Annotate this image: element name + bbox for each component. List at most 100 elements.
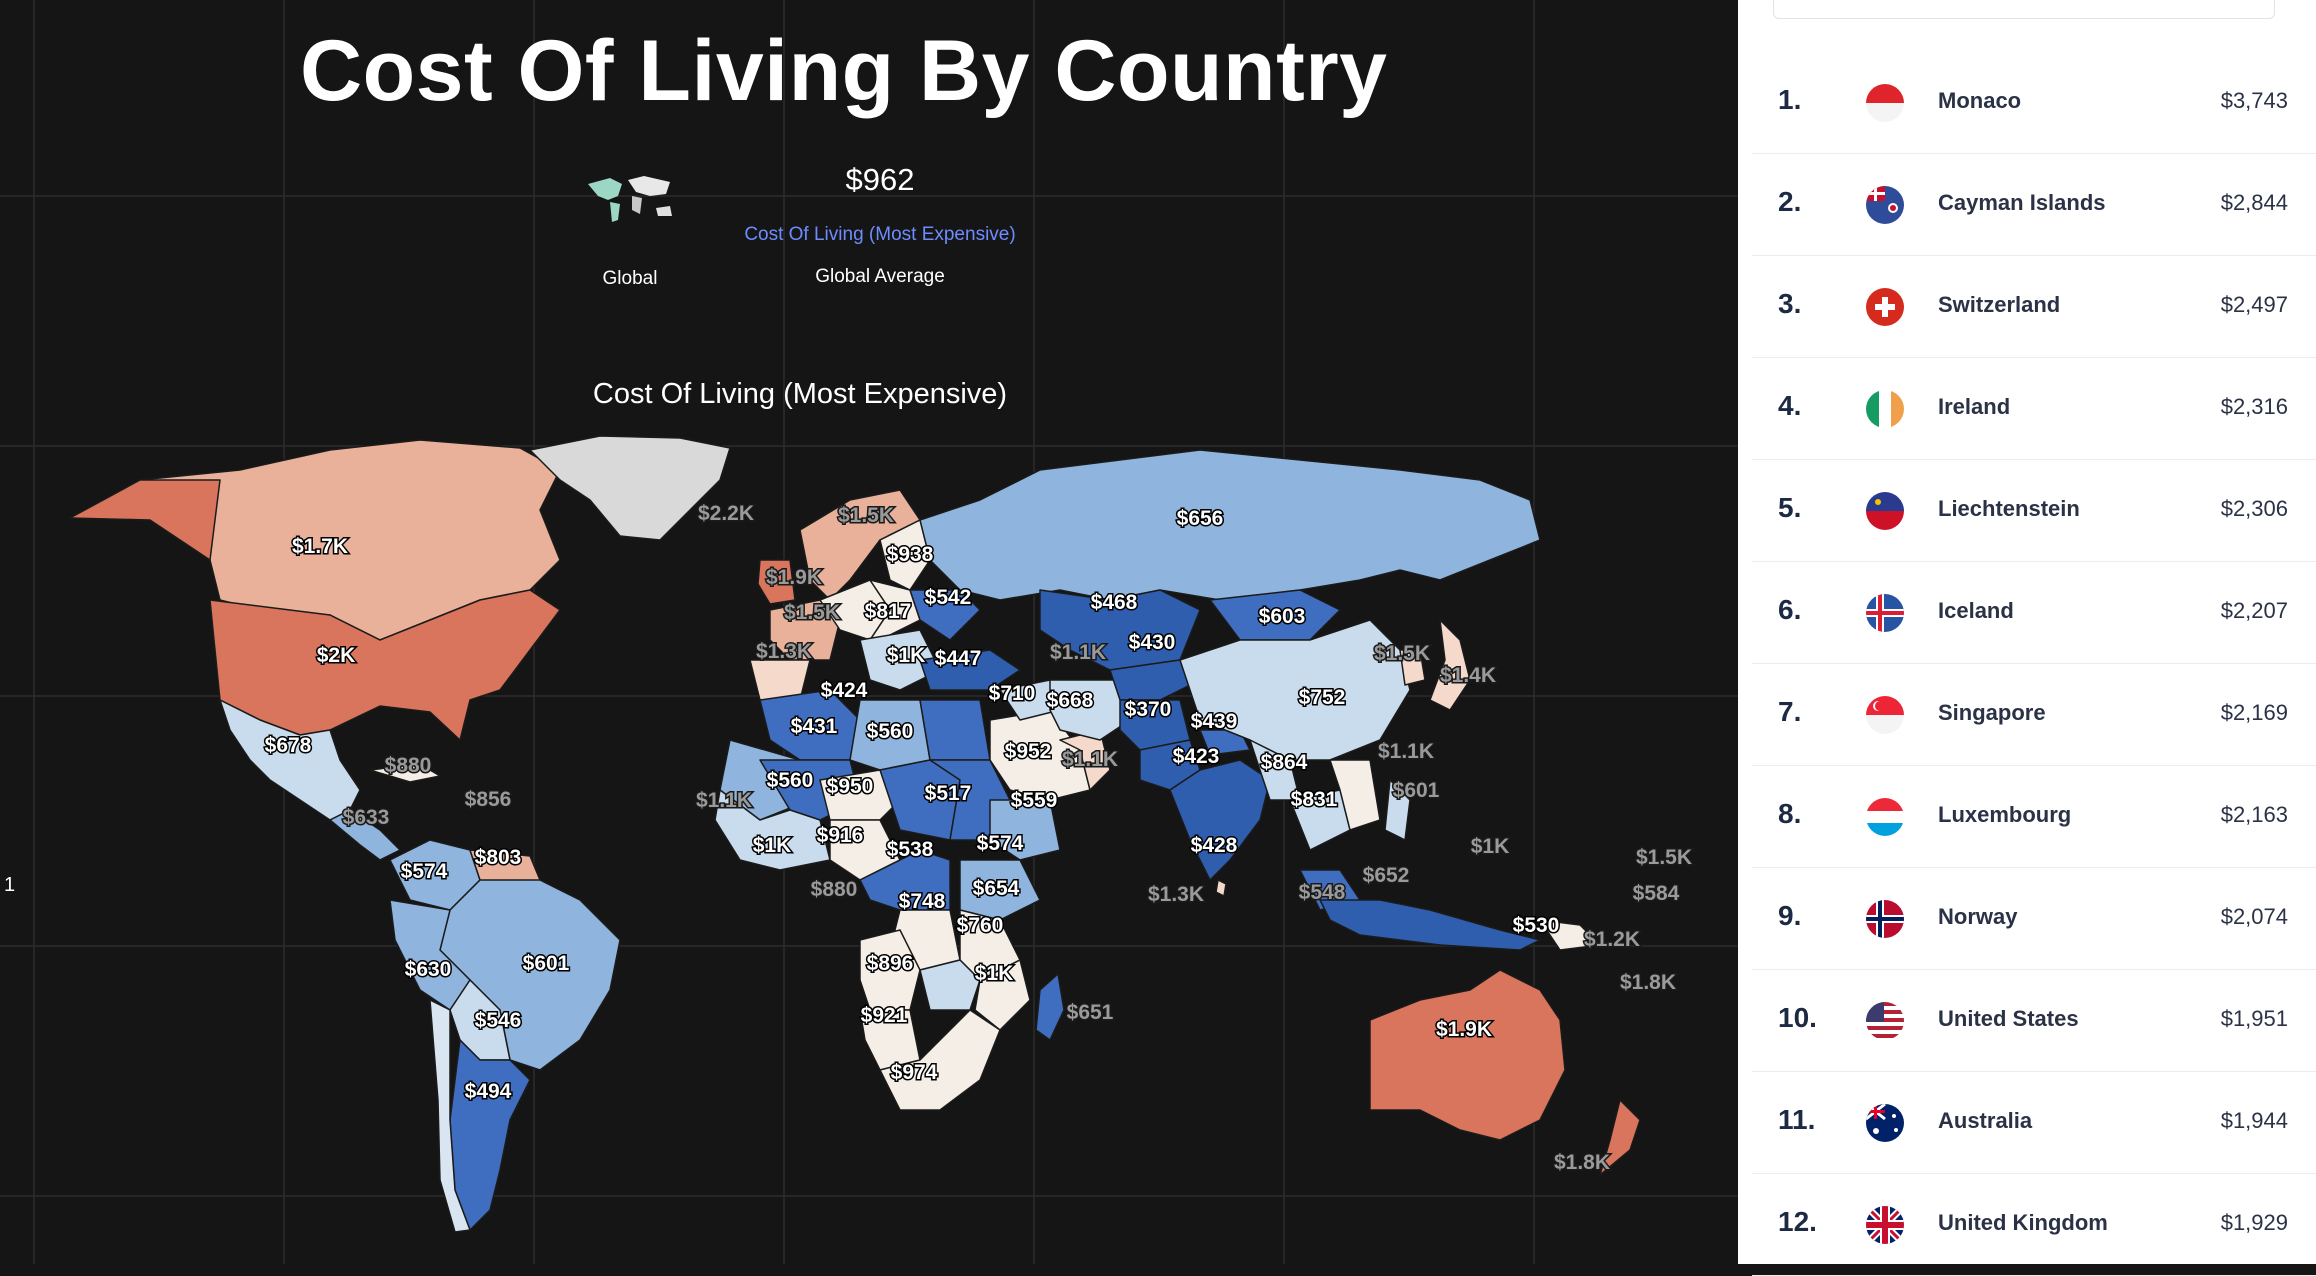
rank-number: 2.	[1778, 186, 1802, 217]
country-kenya	[959, 859, 1041, 921]
ranking-row[interactable]: 3. Switzerland $2,497	[1752, 256, 2316, 358]
country-china	[1179, 619, 1411, 761]
map-label-india: $428	[1191, 834, 1238, 857]
map-label-southafrica: $974	[891, 1061, 938, 1084]
ranking-panel: 1. Monaco $3,743 2. Cayman Islands $2,844 3. Sw…	[1738, 0, 2316, 1276]
ranking-row[interactable]: 12. United Kingdom $1,929	[1752, 1174, 2316, 1276]
country-zambia	[919, 959, 981, 1011]
map-label-png: $1.2K	[1584, 928, 1640, 951]
country-australia	[1369, 969, 1566, 1141]
map-label-canada: $1.7K	[292, 535, 348, 558]
map-label-cuba: $880	[385, 754, 432, 777]
country-uzbekistan	[1109, 659, 1201, 701]
country-srilanka	[1215, 879, 1227, 897]
country-japan	[1429, 619, 1471, 711]
country-cost: $2,306	[2220, 496, 2288, 521]
country-name: United Kingdom	[1938, 1210, 2108, 1235]
country-cuba	[369, 763, 441, 783]
country-cost: $3,743	[2220, 88, 2288, 113]
norway-flag-icon	[1866, 900, 1904, 938]
country-vietnam	[1329, 759, 1381, 831]
global-average-label: Global Average	[815, 266, 945, 287]
ranking-row[interactable]: 10. United States $1,951	[1752, 970, 2316, 1072]
map-label-srilanka: $1.3K	[1148, 883, 1204, 906]
map-label-pakistan: $423	[1173, 745, 1220, 768]
map-label-spain: $1.3K	[756, 640, 812, 663]
ranking-row[interactable]: 9. Norway $2,074	[1752, 868, 2316, 970]
country-nz	[1599, 1099, 1641, 1176]
map-label-thailand: $831	[1291, 788, 1338, 811]
country-mongolia	[1209, 589, 1341, 641]
map-label-kazakhstan: $468	[1091, 591, 1138, 614]
ranking-row[interactable]: 2. Cayman Islands $2,844	[1752, 154, 2316, 256]
map-label-australia: $1.9K	[1436, 1018, 1492, 1041]
country-balkans	[859, 629, 941, 691]
ranking-row[interactable]: 11. Australia $1,944	[1752, 1072, 2316, 1174]
map-label-namibia: $921	[861, 1004, 908, 1027]
global-selector[interactable]	[580, 170, 680, 235]
country-russia	[919, 449, 1541, 601]
map-label-angola: $896	[867, 952, 914, 975]
ranking-row[interactable]: 1. Monaco $3,743	[1752, 52, 2316, 154]
iceland-flag-icon	[1866, 594, 1904, 632]
map-label-mongolia: $603	[1259, 605, 1306, 628]
map-label-saudi: $952	[1005, 740, 1052, 763]
world-globe-icon	[588, 176, 672, 222]
map-label-sudan: $574	[977, 832, 1024, 855]
switzerland-flag-icon	[1866, 288, 1904, 326]
map-label-turkey: $447	[935, 647, 982, 670]
country-southafrica	[879, 1009, 1001, 1111]
map-label-peru: $630	[405, 958, 452, 981]
ranking-row[interactable]: 5. Liechtenstein $2,306	[1752, 460, 2316, 562]
search-input[interactable]	[1773, 0, 2275, 19]
country-cost: $2,169	[2220, 700, 2288, 725]
map-label-afghanistan: $370	[1125, 698, 1172, 721]
country-cost: $2,497	[2220, 292, 2288, 317]
country-png	[1539, 919, 1601, 951]
country-name: United States	[1938, 1006, 2079, 1031]
ranking-row[interactable]: 7. Singapore $2,169	[1752, 664, 2316, 766]
ranking-row[interactable]: 6. Iceland $2,207	[1752, 562, 2316, 664]
global-label: Global	[602, 268, 658, 289]
map-label-norway: $1.5K	[838, 504, 894, 527]
map-label-dominican: $856	[465, 788, 512, 811]
map-label-ghana: $1K	[753, 834, 792, 857]
map-label-georgia: $1.1K	[1050, 641, 1106, 664]
rank-number: 12.	[1778, 1206, 1817, 1237]
map-label-greenland: $2.2K	[698, 502, 754, 525]
country-cost: $2,074	[2220, 904, 2288, 929]
rank-number: 8.	[1778, 798, 1802, 829]
map-label-micronesia: $1.5K	[1636, 846, 1692, 869]
rank-number: 6.	[1778, 594, 1802, 625]
country-madagascar	[1035, 973, 1065, 1041]
country-chile	[429, 999, 471, 1233]
country-name: Australia	[1938, 1108, 2033, 1133]
country-cost: $1,951	[2220, 1006, 2288, 1031]
map-label-nepal: $439	[1191, 710, 1238, 733]
map-panel: Cost Of Living By Country Global $962 Co…	[0, 0, 1738, 1264]
rank-number: 10.	[1778, 1002, 1817, 1033]
united-kingdom-flag-icon	[1866, 1206, 1904, 1244]
ranking-row[interactable]: 8. Luxembourg $2,163	[1752, 766, 2316, 868]
country-cost: $2,207	[2220, 598, 2288, 623]
map-label-kenya: $654	[973, 877, 1020, 900]
world-map[interactable]: $1.7K $2K $2.2K $678 $880 $633 $856 $803 $574 $63…	[0, 420, 1738, 1264]
map-label-algeria: $424	[821, 679, 868, 702]
map-label-madagascar: $651	[1067, 1001, 1114, 1024]
map-label-iraq: $710	[989, 682, 1036, 705]
country-cost: $2,844	[2220, 190, 2288, 215]
map-label-mexico: $678	[265, 734, 312, 757]
map-label-greece: $1K	[887, 644, 926, 667]
map-subtitle: Cost Of Living (Most Expensive)	[592, 378, 1008, 410]
rank-number: 9.	[1778, 900, 1802, 931]
country-name: Monaco	[1938, 88, 2022, 113]
map-label-chad: $517	[925, 782, 972, 805]
map-label-myanmar: $864	[1261, 751, 1308, 774]
country-alaska	[69, 479, 221, 561]
map-label-iran: $668	[1047, 689, 1094, 712]
global-average-value: $962	[845, 162, 915, 197]
metric-selector-link[interactable]: Cost Of Living (Most Expensive)	[744, 224, 1016, 245]
country-name: Cayman Islands	[1938, 190, 2106, 215]
ranking-row[interactable]: 4. Ireland $2,316	[1752, 358, 2316, 460]
country-indonesia	[1319, 899, 1541, 951]
